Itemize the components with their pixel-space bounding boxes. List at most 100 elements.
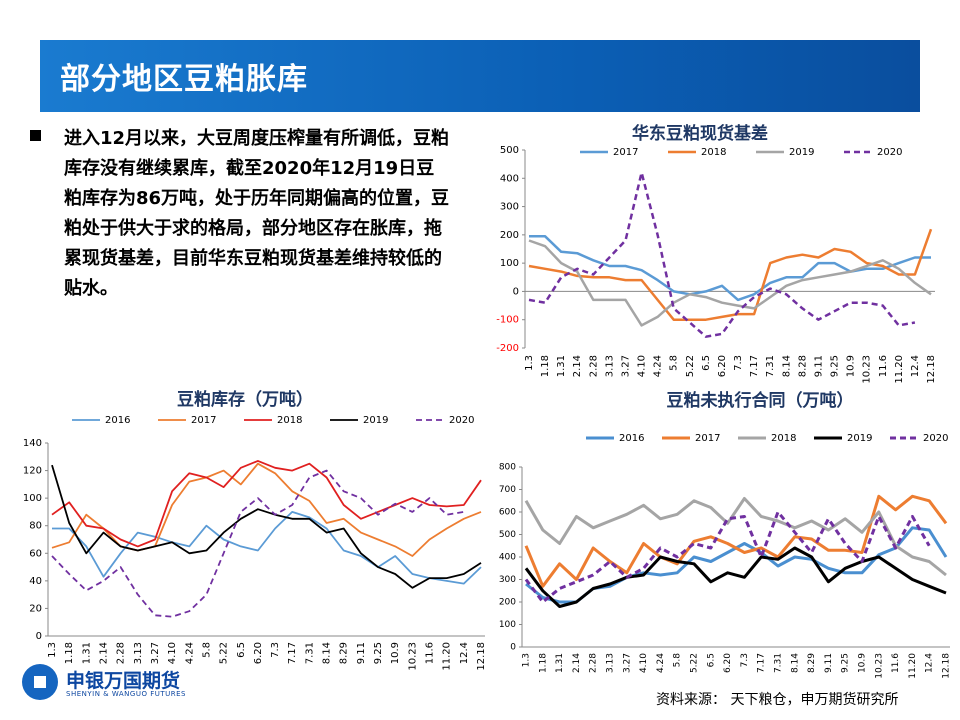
x-tick-label: 5.22 — [690, 653, 700, 673]
x-tick-label: 12.4 — [925, 653, 935, 673]
series-line — [524, 497, 947, 577]
x-tick-label: 4.24 — [184, 642, 195, 664]
series-line — [52, 511, 482, 585]
x-tick-label: 10.9 — [846, 355, 857, 377]
x-tick-label: 9.11 — [356, 642, 367, 664]
legend-label: 2019 — [847, 433, 872, 444]
x-tick-label: 8.14 — [790, 653, 800, 673]
series-line — [529, 235, 931, 302]
y-tick-label: 300 — [500, 202, 519, 213]
y-tick-label: 120 — [23, 466, 42, 477]
x-tick-label: 6.5 — [706, 653, 716, 667]
series-line — [528, 228, 933, 321]
bullet-text: 进入12月以来，大豆周度压榨量有所调低，豆粕库存没有继续累库，截至2020年12… — [64, 128, 450, 299]
banner: 部分地区豆粕胀库 — [40, 40, 920, 112]
x-tick-label: 3.27 — [620, 355, 631, 377]
x-tick-label: 11.6 — [425, 642, 436, 664]
y-tick-label: 400 — [500, 173, 519, 184]
x-tick-label: 1.31 — [81, 642, 92, 664]
y-tick-label: 200 — [499, 598, 516, 608]
series-line — [51, 464, 482, 589]
x-tick-label: 3.13 — [133, 642, 144, 664]
y-tick-label: 100 — [23, 493, 42, 504]
x-tick-label: 5.8 — [669, 355, 680, 371]
y-tick-label: 400 — [499, 553, 516, 563]
x-tick-label: 8.29 — [339, 642, 350, 664]
x-tick-label: 9.25 — [841, 653, 851, 673]
x-tick-label: 12.18 — [476, 642, 487, 671]
x-tick-label: 10.23 — [874, 653, 884, 679]
x-tick-label: 1.18 — [538, 653, 548, 673]
y-tick-label: 800 — [499, 463, 516, 473]
y-tick-label: 140 — [23, 438, 42, 449]
x-tick-label: 12.18 — [926, 355, 937, 384]
x-tick-label: 1.3 — [522, 653, 532, 667]
x-tick-label: 5.8 — [201, 642, 212, 658]
y-tick-label: 500 — [500, 145, 519, 156]
series-line — [524, 546, 947, 608]
x-tick-label: 1.3 — [524, 355, 535, 371]
x-tick-label: 8.14 — [781, 355, 792, 377]
x-tick-label: 2.28 — [589, 653, 599, 673]
y-tick-label: 600 — [499, 508, 516, 518]
y-tick-label: -100 — [496, 315, 519, 326]
x-tick-label: 1.3 — [47, 642, 58, 658]
x-tick-label: 1.18 — [540, 355, 551, 377]
x-tick-label: 7.31 — [765, 355, 776, 377]
x-tick-label: 7.3 — [270, 642, 281, 658]
series-line — [528, 239, 932, 327]
bullet-mark — [30, 130, 41, 141]
x-tick-label: 12.18 — [942, 653, 952, 679]
x-tick-label: 2.28 — [588, 355, 599, 377]
y-tick-label: 100 — [499, 620, 516, 630]
x-tick-label: 8.28 — [797, 355, 808, 377]
y-tick-label: 100 — [500, 258, 519, 269]
logo-sub: SHENYIN & WANGUO FUTURES — [66, 690, 186, 698]
x-tick-label: 9.25 — [830, 355, 841, 377]
x-tick-label: 1.18 — [64, 642, 75, 664]
y-tick-label: 80 — [29, 521, 42, 532]
legend-label: 2016 — [105, 415, 130, 426]
x-tick-label: 4.24 — [653, 355, 664, 377]
legend-label: 2017 — [613, 147, 638, 158]
x-tick-label: 7.3 — [733, 355, 744, 371]
x-tick-label: 5.8 — [673, 653, 683, 668]
series-line — [524, 510, 931, 604]
source: 资料来源： 天下粮仓，申万期货研究所 — [656, 692, 899, 708]
y-tick-label: 40 — [29, 576, 42, 587]
x-tick-label: 11.20 — [442, 642, 453, 671]
series-line — [51, 469, 464, 618]
x-tick-label: 4.10 — [167, 642, 178, 664]
x-tick-label: 6.5 — [236, 642, 247, 658]
logo-icon — [22, 664, 58, 700]
x-tick-label: 2.14 — [572, 355, 583, 377]
y-tick-label: 500 — [499, 530, 516, 540]
slide-title: 部分地区豆粕胀库 — [60, 62, 308, 97]
x-tick-label: 7.17 — [757, 653, 767, 673]
chart-title: 豆粕未执行合同（万吨） — [667, 390, 854, 411]
x-tick-label: 6.20 — [717, 355, 728, 377]
x-tick-label: 10.23 — [407, 642, 418, 671]
x-tick-label: 8.14 — [322, 642, 333, 664]
legend-label: 2019 — [363, 415, 388, 426]
series-line — [524, 494, 948, 588]
series-line — [51, 460, 482, 548]
x-tick-label: 10.23 — [862, 355, 873, 384]
x-tick-label: 9.11 — [824, 653, 834, 673]
x-tick-label: 2.14 — [572, 653, 582, 673]
x-tick-label: 9.11 — [813, 355, 824, 377]
legend-label: 2020 — [877, 147, 902, 158]
legend-label: 2019 — [789, 147, 814, 158]
logo-name: 申银万国期货 — [66, 670, 181, 692]
x-tick-label: 1.31 — [555, 653, 565, 673]
x-tick-label: 11.6 — [891, 653, 901, 673]
x-tick-label: 5.22 — [685, 355, 696, 377]
x-tick-label: 7.31 — [304, 642, 315, 664]
y-tick-label: 0 — [513, 286, 519, 297]
y-tick-label: 20 — [29, 603, 42, 614]
x-tick-label: 7.17 — [749, 355, 760, 377]
legend-label: 2017 — [695, 433, 720, 444]
x-tick-label: 10.9 — [858, 653, 868, 673]
y-tick-label: 300 — [499, 575, 516, 585]
